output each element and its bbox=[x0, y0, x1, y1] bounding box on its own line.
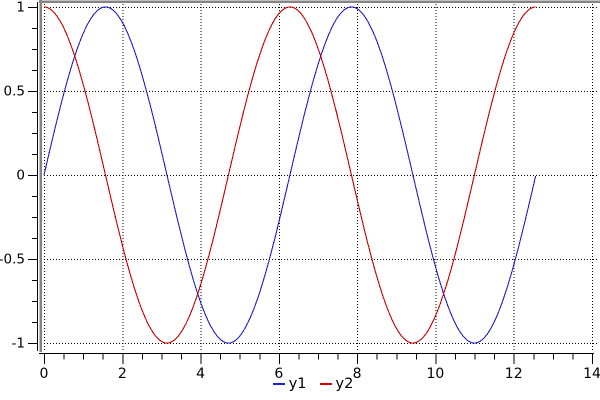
x-tick-label: 6 bbox=[274, 366, 283, 382]
legend-label-y2: y2 bbox=[335, 376, 354, 392]
legend-item-y2: y2 bbox=[319, 376, 354, 392]
y-tick-label: 0 bbox=[16, 168, 25, 184]
y-tick-label: 1 bbox=[16, 0, 25, 16]
curve-y2 bbox=[43, 6, 536, 344]
x-tick-label: 2 bbox=[118, 366, 127, 382]
curve-y1 bbox=[43, 6, 537, 344]
y-tick-label: 0.5 bbox=[4, 84, 25, 100]
y-tick-label: -0.5 bbox=[0, 252, 25, 268]
legend-line-sample-y2 bbox=[319, 383, 332, 386]
x-tick-label: 10 bbox=[427, 366, 445, 382]
x-tick-label: 8 bbox=[353, 366, 362, 382]
x-tick-label: 0 bbox=[40, 366, 49, 382]
y-tick-label: -1 bbox=[12, 336, 25, 352]
x-tick-label: 4 bbox=[196, 366, 205, 382]
x-tick-label: 14 bbox=[583, 366, 600, 382]
legend: y1 y2 bbox=[0, 377, 600, 392]
legend-item-y1: y1 bbox=[272, 376, 307, 392]
legend-label-y1: y1 bbox=[288, 376, 307, 392]
x-tick-label: 12 bbox=[505, 366, 523, 382]
legend-line-sample-y1 bbox=[272, 383, 285, 386]
